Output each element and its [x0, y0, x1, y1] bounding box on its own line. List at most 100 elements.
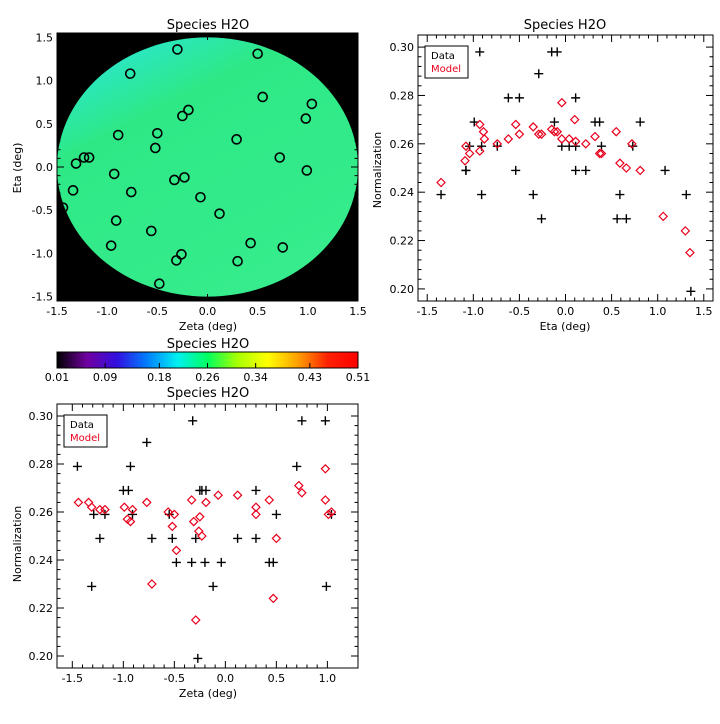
eta-plot-data-point — [511, 165, 521, 175]
field-map-star-marker — [169, 174, 180, 186]
zeta-plot-data-point — [193, 653, 203, 663]
zeta-plot-series-data — [72, 416, 336, 663]
field-map-star-marker — [245, 237, 256, 249]
eta-plot-model-point — [436, 177, 446, 188]
zeta-plot-xtick-label: -1.0 — [113, 672, 134, 685]
eta-plot-model-point — [552, 126, 563, 137]
field-map-star-marker — [232, 255, 243, 267]
eta-plot-model-point — [464, 148, 475, 159]
zeta-plot-data-point — [125, 461, 135, 471]
field-map-star-marker — [125, 186, 137, 198]
colorbar-title: Species H2O — [167, 337, 249, 352]
field-map-xtick-label: 0.5 — [249, 305, 267, 318]
zeta-plot-data-point — [187, 557, 197, 567]
eta-plot-model-point — [514, 129, 525, 139]
zeta-plot-data-point — [142, 437, 152, 447]
field-map-ytick-label: -1.0 — [32, 247, 53, 260]
zeta-plot-model-point — [73, 497, 84, 508]
colorbar-tick-label: 0.01 — [45, 371, 70, 384]
eta-plot-xtick-label: -1.5 — [416, 305, 437, 318]
colorbar-panel: Species H2O 0.01 0.09 0.18 0.26 0.34 0.43 0.51 — [45, 337, 371, 384]
zeta-plot-data-point — [201, 485, 211, 495]
eta-plot-data-point — [528, 190, 538, 200]
field-map-star-marker — [231, 134, 242, 145]
zeta-plot-model-point — [268, 593, 279, 604]
eta-plot-data-point — [621, 214, 631, 224]
eta-plot-model-point — [590, 131, 600, 142]
eta-plot-data-point — [475, 47, 485, 57]
eta-plot-model-point — [474, 146, 485, 156]
zeta-plot-model-point — [169, 509, 180, 520]
eta-plot-legend-model: Model — [431, 64, 461, 75]
eta-plot-xtick-label: -1.0 — [463, 305, 484, 318]
zeta-plot-model-point — [271, 533, 282, 544]
zeta-plot-data-point — [87, 581, 97, 591]
eta-plot-legend-data: Data — [431, 51, 455, 62]
field-map-star-marker — [300, 113, 312, 124]
zeta-plot-data-point — [233, 533, 243, 543]
zeta-plot-xlabel: Zeta (deg) — [179, 687, 237, 700]
field-map-xtick-label: -0.5 — [147, 305, 168, 318]
zeta-plot-ytick-label: 0.30 — [29, 410, 54, 423]
field-map-xtick-label: 1.5 — [349, 305, 367, 318]
eta-plot-data-point — [615, 190, 625, 200]
zeta-plot-model-point — [232, 490, 243, 501]
field-map-star-marker — [257, 91, 268, 103]
eta-plot-model-point — [580, 138, 591, 149]
zeta-plot-model-point — [197, 531, 207, 541]
field-map-ytick-label: -1.5 — [32, 291, 53, 304]
eta-plot-model-point — [611, 126, 622, 137]
field-map-xtick-label: 1.0 — [299, 305, 317, 318]
eta-plot-xtick-label: -0.5 — [509, 305, 530, 318]
zeta-plot-data-point — [326, 509, 336, 519]
eta-plot-xtick-label: 0.0 — [557, 305, 575, 318]
field-map-ytick-label: 1.0 — [36, 75, 54, 88]
zeta-plot-ylabel: Normalization — [11, 506, 24, 582]
eta-plot-model-point — [479, 134, 490, 144]
field-map-xlabel: Zeta (deg) — [179, 320, 237, 333]
zeta-plot-data-point — [147, 533, 157, 543]
eta-plot-model-point — [569, 114, 580, 125]
field-map-star-marker — [110, 215, 122, 226]
zeta-plot-model-point — [171, 545, 182, 556]
eta-plot-data-point — [461, 165, 471, 175]
zeta-plot-model-point — [251, 509, 261, 520]
eta-plot-model-point — [474, 119, 485, 130]
eta-plot-model-point — [680, 226, 691, 236]
field-map-ytick-label: 1.5 — [36, 31, 54, 44]
field-map-star-marker — [252, 48, 263, 60]
field-map-stars — [57, 44, 318, 290]
eta-plot-xtick-label: 0.5 — [603, 305, 621, 318]
zeta-plot-model-point — [297, 487, 307, 498]
zeta-plot-model-point — [147, 579, 157, 589]
zeta-plot-xtick-label: 0.5 — [268, 672, 286, 685]
zeta-plot-title: Species H2O — [167, 386, 249, 401]
zeta-plot-data-point — [268, 557, 278, 567]
zeta-plot-data-point — [297, 416, 307, 426]
zeta-plot-data-point — [123, 485, 133, 495]
colorbar-tick-label: 0.34 — [243, 371, 268, 384]
zeta-plot-data-point — [89, 509, 99, 519]
colorbar-tick-label: 0.09 — [93, 371, 118, 384]
field-map-star-marker — [105, 240, 117, 251]
field-map-star-marker — [146, 225, 157, 237]
eta-plot-xtick-label: 1.5 — [695, 305, 713, 318]
eta-plot-model-point — [615, 158, 625, 169]
eta-plot-ytick-label: 0.24 — [390, 186, 415, 199]
eta-plot-model-point — [556, 134, 567, 144]
field-map-star-marker — [154, 278, 165, 290]
eta-plot-model-point — [658, 211, 669, 222]
eta-plot-data-point — [581, 165, 591, 175]
zeta-plot-xtick-label: 1.0 — [319, 672, 337, 685]
field-map-star-marker — [152, 127, 163, 139]
field-map-axes: -1.5 -1.0 -0.5 0.0 0.5 1.0 1.5 -1.5 -1.0 -0.5 0.0 0… — [32, 31, 367, 318]
field-map-star-marker — [83, 152, 95, 163]
zeta-plot-data-point — [188, 416, 198, 426]
zeta-plot-model-point — [320, 463, 331, 474]
eta-plot-data-point — [571, 165, 581, 175]
zeta-plot-ytick-label: 0.26 — [29, 506, 54, 519]
zeta-plot-data-point — [208, 581, 218, 591]
eta-plot-model-point — [503, 134, 514, 144]
zeta-plot-model-point — [125, 516, 136, 527]
zeta-plot-data-point — [171, 557, 181, 567]
